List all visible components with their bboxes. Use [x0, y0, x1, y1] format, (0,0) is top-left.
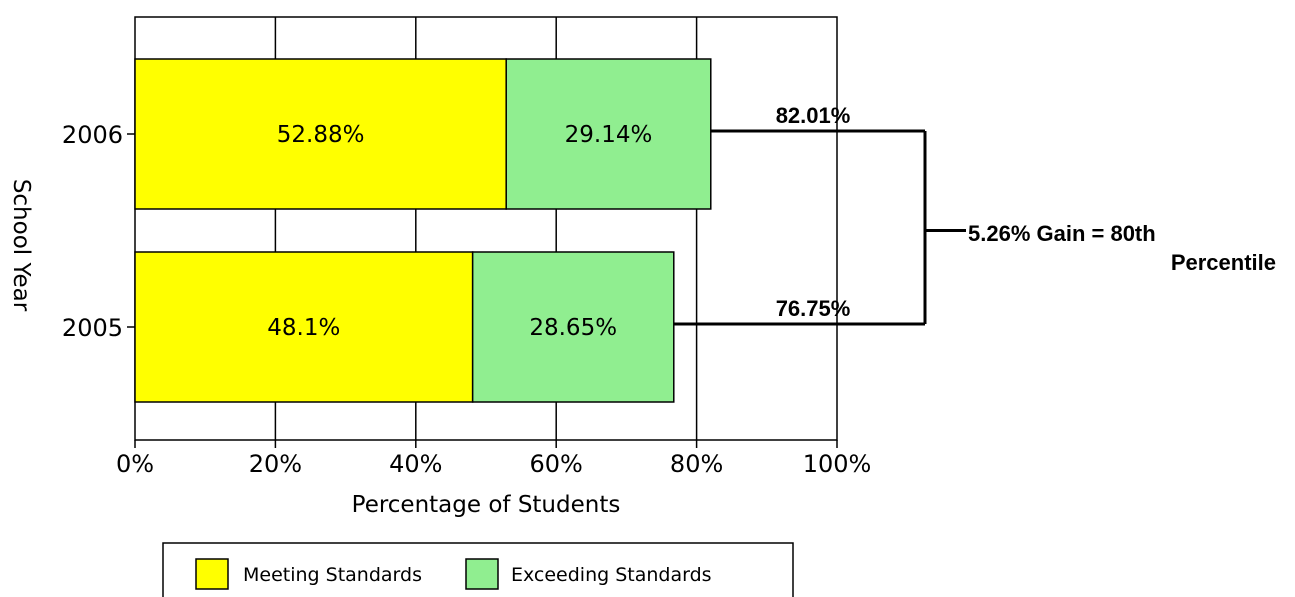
gain-annotation-line2: Percentile: [1171, 250, 1276, 275]
x-tick-label: 0%: [116, 450, 154, 478]
legend-label-meeting: Meeting Standards: [243, 564, 422, 586]
bars: [134, 58, 712, 403]
legend-swatch-exceeding: [465, 558, 499, 590]
bar-value-label: 29.14%: [565, 122, 653, 148]
bar-value-label: 52.88%: [277, 122, 365, 148]
legend-swatch-meeting: [195, 558, 229, 590]
legend-label-exceeding: Exceeding Standards: [511, 564, 712, 586]
bar-segment: [471, 251, 675, 403]
y-axis-title: School Year: [8, 179, 34, 312]
y-tick-label: 2005: [62, 314, 123, 342]
x-tick-label: 20%: [249, 450, 302, 478]
x-axis-title: Percentage of Students: [352, 492, 621, 518]
x-tick-label: 40%: [389, 450, 442, 478]
bar-segment: [505, 58, 712, 210]
total-value-label: 76.75%: [776, 296, 851, 321]
x-tick-label: 100%: [803, 450, 872, 478]
y-tick-label: 2006: [62, 121, 123, 149]
bar-segment: [134, 251, 474, 403]
gain-connector: 82.01% 76.75%: [673, 103, 966, 326]
legend: Meeting Standards Exceeding Standards: [162, 542, 794, 597]
data-labels: 52.88% 29.14% 48.1% 28.65%: [267, 122, 652, 341]
bar-value-label: 28.65%: [529, 315, 617, 341]
x-tick-label: 80%: [670, 450, 723, 478]
gain-annotation-line1: 5.26% Gain = 80th: [968, 221, 1156, 246]
bar-value-label: 48.1%: [267, 315, 340, 341]
x-tick-label: 60%: [530, 450, 583, 478]
bar-segment: [134, 58, 507, 210]
total-value-label: 82.01%: [776, 103, 851, 128]
